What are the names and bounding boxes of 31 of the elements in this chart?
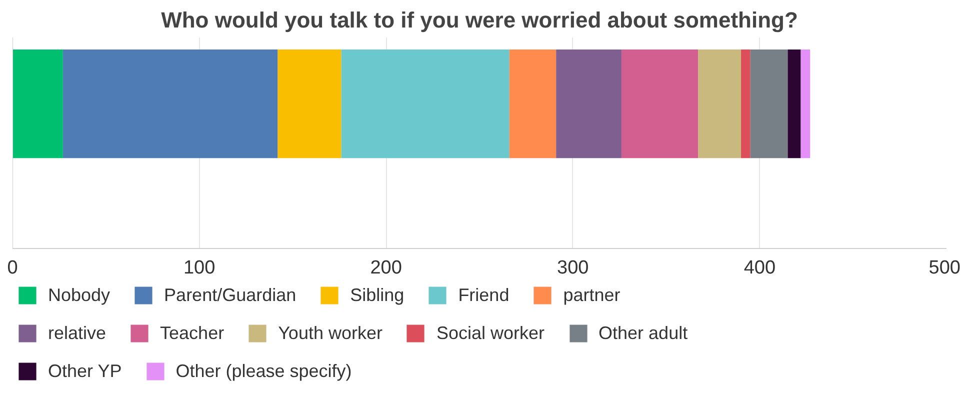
legend-label: Youth worker [278,322,382,344]
bar [621,50,698,158]
bar [12,50,63,158]
bar [741,50,750,158]
x-tick-label: 200 [370,258,402,278]
bar [788,50,801,158]
bar [278,50,342,158]
x-tick-label: 0 [7,258,18,278]
bar [698,50,742,158]
legend-label: Sibling [350,284,404,306]
legend-label: Social worker [436,322,545,344]
legend-label: Friend [458,284,510,306]
legend-label: partner [563,284,620,306]
x-tick-label: 500 [928,258,960,278]
x-tick-label: 100 [183,258,216,278]
x-tick-label: 300 [557,258,589,278]
bar [750,50,788,158]
legend-label: Teacher [160,322,224,344]
legend-label: Parent/Guardian [164,284,296,306]
legend-label: relative [48,322,106,344]
bar [556,50,622,158]
bar [62,50,278,158]
legend-label: Nobody [48,284,110,306]
legend-label: Other (please specify) [176,360,352,382]
bar [509,50,556,158]
bar [341,50,510,158]
x-tick-label: 400 [744,258,776,278]
legend-label: Other adult [598,322,688,344]
legend-label: Other YP [48,360,122,382]
chart-title: Who would you talk to if you were worried about something? [161,8,798,32]
bar [800,50,810,158]
